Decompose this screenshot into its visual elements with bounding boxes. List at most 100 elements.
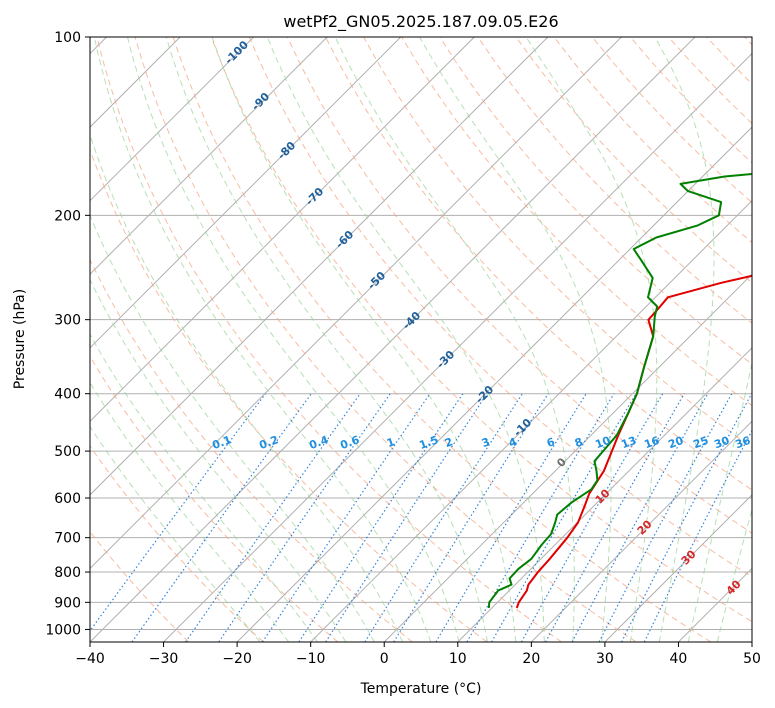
mixing-ratio-label: 36 [733,434,752,452]
mixing-ratio-line [545,393,685,642]
mixing-ratio-label: 10 [593,434,612,452]
dry-adiabat-line [90,531,190,642]
y-axis-label: Pressure (hPa) [12,289,28,389]
moist-adiabat-line [525,37,658,642]
dry-adiabat-line [325,37,752,491]
mixing-ratio-label: 4 [507,435,519,450]
moist-adiabat-line [90,214,375,642]
mixing-ratio-line [261,393,431,642]
mixing-ratio-label: 13 [619,434,638,451]
dry-adiabat-line [90,148,488,642]
isotherm-line [236,126,752,642]
mixing-ratio-line [393,393,549,642]
isotherm-line [163,52,752,642]
mixing-ratio-label: 2 [443,435,455,450]
x-tick-label: −40 [75,651,105,667]
mixing-ratio-label: 0.1 [210,433,233,452]
moist-adiabat-line [654,37,715,642]
dry-adiabat-line [553,37,752,244]
x-axis-label: Temperature (°C) [360,681,482,697]
moist-adiabat-line [90,381,290,642]
isotherm-line [90,37,622,570]
moist-adiabat-label: 40 [724,577,744,597]
y-tick-label: 100 [54,30,81,46]
moist-adiabat-line [90,133,404,642]
dry-adiabat-label: -90 [249,90,272,113]
dry-adiabat-line [744,37,752,46]
mixing-ratio-label: 3 [480,435,492,450]
isotherm-line [751,641,752,642]
isotherm-line [90,37,549,496]
moist-adiabat-line [90,333,318,642]
moist-adiabat-line [716,507,752,642]
moist-adiabats [90,37,752,642]
mixing-ratio-lines [90,393,752,642]
x-tick-label: 40 [670,651,688,667]
dry-adiabat-line [591,37,752,204]
dry-adiabat-label: -100 [222,38,251,67]
x-tick-label: −20 [222,651,252,667]
moist-adiabat-label: 20 [635,517,655,537]
moist-adiabat-line [419,37,612,642]
mixing-ratio-line [90,393,266,632]
isotherm-line [604,494,752,642]
isotherm-line [457,347,752,642]
x-axis-ticks: −40 −30 −20 −10 0 10 20 30 40 50 [75,642,761,667]
y-axis-ticks: 100 200 300 400 500 600 700 800 900 1000 [45,30,90,638]
mixing-ratio-label: 30 [712,434,731,452]
mixing-ratio-line [131,393,312,642]
mixing-ratio-line [466,393,615,642]
mixing-ratio-label: 1 [385,435,397,450]
moist-adiabat-line [93,37,432,642]
moist-adiabat-line [687,360,752,642]
isotherm-line [90,37,402,349]
mixing-ratio-line [364,393,523,642]
dry-adiabat-line [668,37,752,125]
moist-adiabat-line [165,37,488,642]
dry-adiabat-line [248,37,752,578]
isotherm-line [530,420,752,642]
skewed-isotherms [90,37,752,642]
y-tick-label: 500 [54,444,81,460]
dewpoint-profile-line [487,172,752,609]
x-tick-label: 50 [743,651,761,667]
mixing-ratio-line [325,393,488,642]
y-tick-label: 700 [54,531,81,547]
y-tick-label: 800 [54,565,81,581]
y-tick-label: 400 [54,387,81,403]
dry-adiabat-line [90,355,339,642]
dry-adiabat-line [96,37,562,642]
isotherm-line [90,37,696,642]
x-tick-label: 30 [596,651,614,667]
dry-adiabat-line [172,37,712,642]
temperature-profile-line [515,274,752,609]
x-tick-label: 20 [522,651,540,667]
mixing-ratio-line [643,429,752,642]
mixing-ratio-label: 8 [573,435,585,450]
isobar-gridlines [90,37,752,630]
mixing-ratio-label: 6 [545,435,557,450]
mixing-ratio-line [218,393,391,642]
dry-adiabat-line [210,37,752,623]
mixing-ratio-line [185,393,361,642]
x-tick-label: 0 [380,651,389,667]
moist-adiabat-line [211,37,517,642]
moist-adiabat-line [90,278,347,642]
dry-adiabat-line [286,37,752,534]
mixing-ratio-label: 0.2 [257,433,280,452]
isotherm-line [383,273,752,642]
plot-frame [89,36,753,643]
mixing-ratio-line [491,393,637,642]
isotherm-line [90,37,328,275]
mixing-ratio-label: 16 [642,434,661,452]
y-tick-label: 200 [54,208,81,224]
isotherm-line [90,37,255,202]
x-tick-label: −30 [149,651,179,667]
y-tick-label: 900 [54,595,81,611]
dry-adiabat-label: -50 [365,269,388,292]
mixing-ratio-label: 0.4 [307,433,330,452]
mixing-ratio-label: 20 [666,434,685,452]
mixing-ratio-label: 1.5 [417,433,440,452]
y-tick-label: 300 [54,313,81,329]
